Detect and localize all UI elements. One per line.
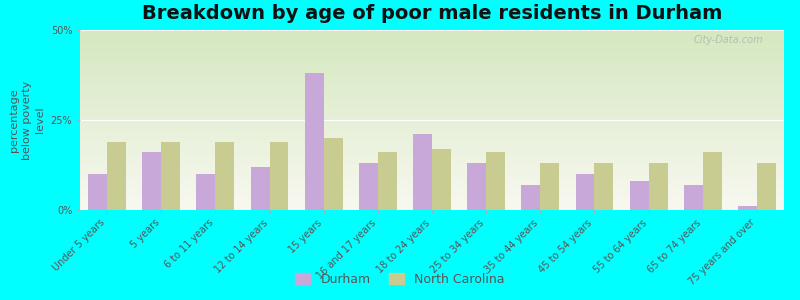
Bar: [413, 134, 432, 210]
Y-axis label: percentage
below poverty
level: percentage below poverty level: [9, 80, 45, 160]
Bar: [594, 163, 614, 210]
Legend: Durham, North Carolina: Durham, North Carolina: [290, 268, 510, 291]
Bar: [486, 152, 505, 210]
Bar: [305, 73, 324, 210]
Bar: [378, 152, 397, 210]
Bar: [757, 163, 776, 210]
Bar: [270, 142, 289, 210]
Bar: [197, 174, 215, 210]
Bar: [215, 142, 234, 210]
Bar: [324, 138, 342, 210]
Bar: [649, 163, 667, 210]
Bar: [702, 152, 722, 210]
Bar: [359, 163, 378, 210]
Bar: [467, 163, 486, 210]
Bar: [250, 167, 270, 210]
Bar: [432, 149, 451, 210]
Bar: [684, 185, 702, 210]
Bar: [162, 142, 180, 210]
Bar: [142, 152, 162, 210]
Bar: [630, 181, 649, 210]
Title: Breakdown by age of poor male residents in Durham: Breakdown by age of poor male residents …: [142, 4, 722, 23]
Text: City-Data.com: City-Data.com: [694, 35, 763, 45]
Bar: [738, 206, 757, 210]
Bar: [88, 174, 107, 210]
Bar: [540, 163, 559, 210]
Bar: [522, 185, 540, 210]
Bar: [575, 174, 594, 210]
Bar: [107, 142, 126, 210]
